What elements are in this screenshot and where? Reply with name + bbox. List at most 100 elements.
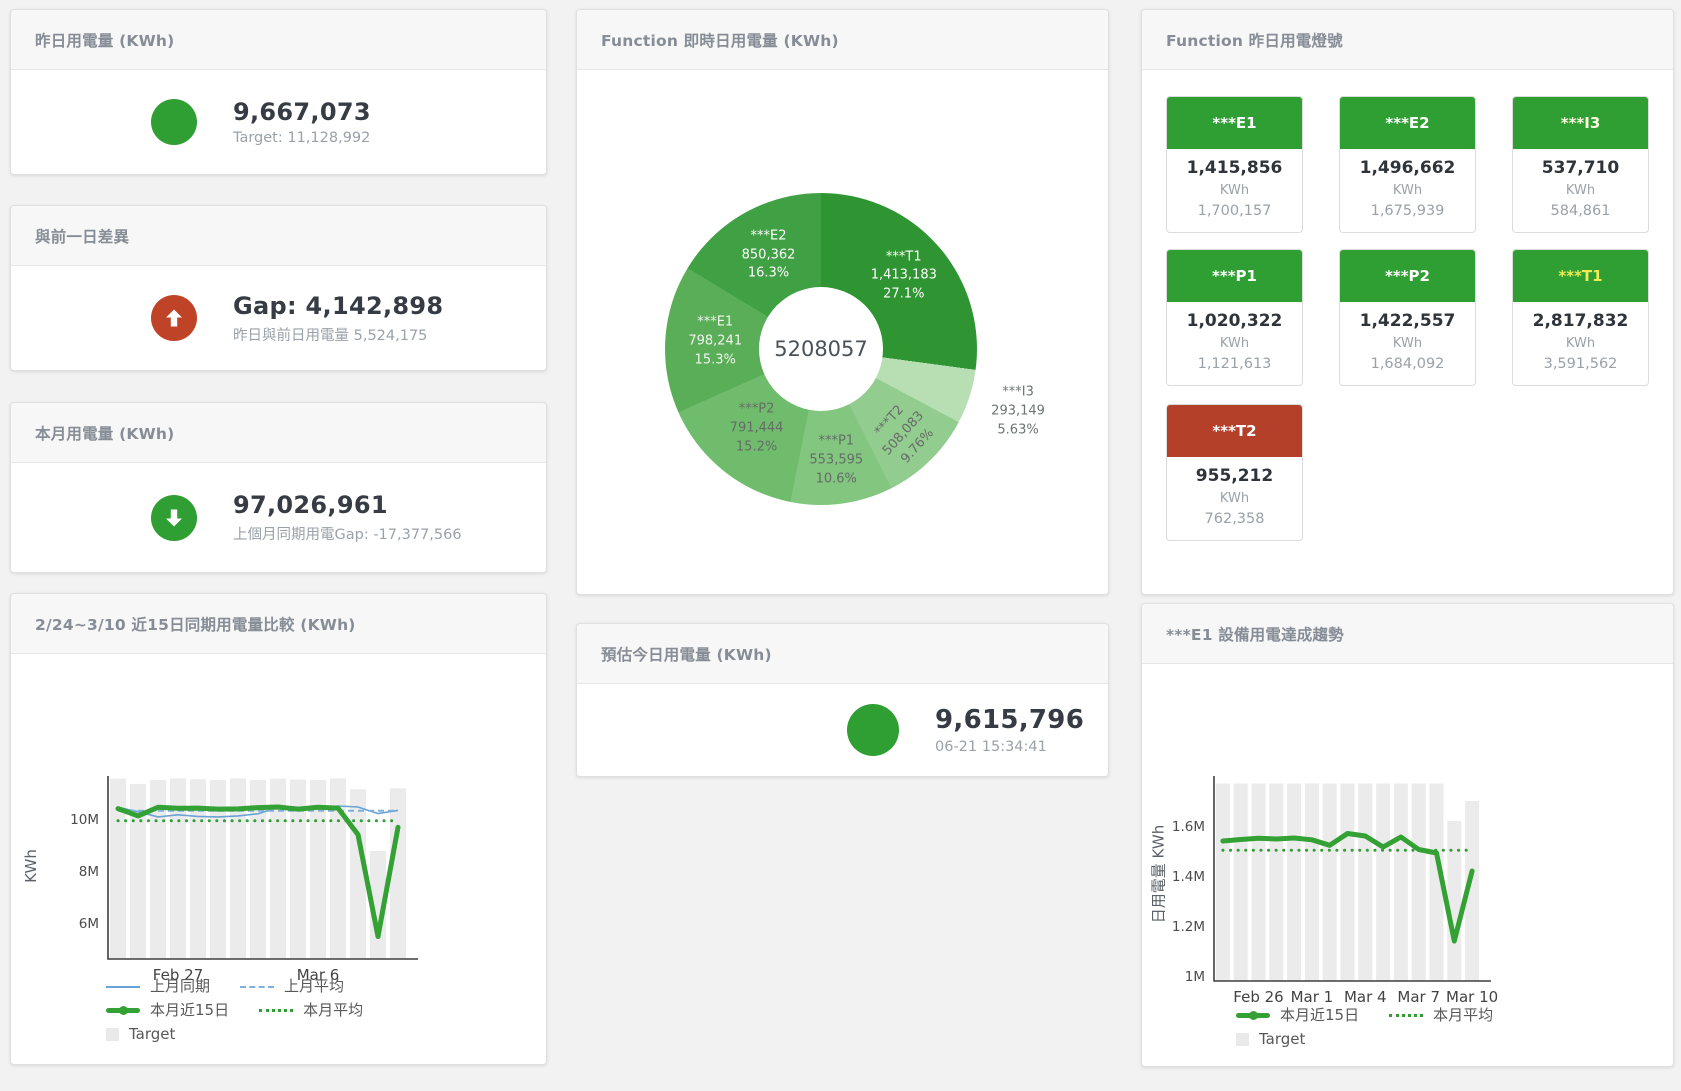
- thick-green-icon: [1236, 1011, 1270, 1020]
- light-tile-header: ***T2: [1167, 405, 1302, 457]
- card-title: 昨日用電量 (KWh): [35, 31, 175, 50]
- legend-row: 本月近15日 本月平均: [106, 1003, 393, 1018]
- donut-slice-label: ***E1 798,241 15.3%: [688, 314, 743, 368]
- light-tile-header: ***E1: [1167, 97, 1302, 149]
- card-title: 2/24~3/10 近15日同期用電量比較 (KWh): [35, 615, 356, 634]
- kpi-text: 9,615,796 06-21 15:34:41: [935, 705, 1084, 755]
- svg-text:6M: 6M: [79, 916, 99, 932]
- light-tile-value: 1,020,322: [1186, 311, 1283, 331]
- chart-compare-legend: 上月同期 上月平均本月近15日 本月平均 Target: [106, 979, 393, 1051]
- svg-text:Mar 7: Mar 7: [1397, 988, 1440, 1006]
- card-title: Function 即時日用電量 (KWh): [601, 31, 839, 50]
- chart-compare-holder-svg: 6M 8M 10M Feb 27 Mar 6: [70, 776, 418, 984]
- svg-text:Feb 26: Feb 26: [1233, 988, 1283, 1006]
- card-header: ***E1 設備用電達成趨勢: [1142, 604, 1673, 664]
- kpi-body: Gap: 4,142,898 昨日與前日用電量 5,524,175: [11, 266, 546, 370]
- legend-item-thick-green[interactable]: 本月近15日: [1236, 1008, 1359, 1023]
- legend-item-dot-green[interactable]: 本月平均: [259, 1003, 363, 1018]
- card-estimated-today: 預估今日用電量 (KWh) 9,615,796 06-21 15:34:41: [576, 623, 1109, 777]
- chart-card-body: KWh 6M 8M 10M Feb 27 Mar 6 上月同期 上月平均 本月近15日 本月平…: [11, 654, 546, 1064]
- legend-label: Target: [129, 1025, 176, 1043]
- chart-compare-holder: 6M 8M 10M Feb 27 Mar 6: [51, 754, 471, 994]
- legend-item-square-gray[interactable]: Target: [1236, 1032, 1305, 1047]
- legend-row: 本月近15日 本月平均: [1236, 1008, 1523, 1023]
- light-tile: ***E1 1,415,856 KWh 1,700,157: [1166, 96, 1303, 233]
- light-tile-unit: KWh: [1219, 183, 1250, 198]
- light-tile-unit: KWh: [1219, 336, 1250, 351]
- svg-text:1.6M: 1.6M: [1172, 819, 1205, 835]
- light-tile-target: 762,358: [1204, 511, 1265, 527]
- thick-green-icon: [106, 1006, 140, 1015]
- light-tile-target: 3,591,562: [1543, 356, 1618, 372]
- light-tile-header: ***P1: [1167, 250, 1302, 302]
- light-tile-header: ***I3: [1513, 97, 1648, 149]
- legend-row: Target: [106, 1027, 393, 1042]
- legend-label: 本月近15日: [1280, 1006, 1360, 1024]
- legend-label: 上月平均: [284, 977, 345, 995]
- light-tile: ***E2 1,496,662 KWh 1,675,939: [1339, 96, 1476, 233]
- svg-text:Mar 1: Mar 1: [1291, 988, 1334, 1006]
- light-tile: ***P1 1,020,322 KWh 1,121,613: [1166, 249, 1303, 386]
- kpi-body: 9,667,073 Target: 11,128,992: [11, 70, 546, 174]
- y-axis-title: 日用電量 KWh: [1149, 824, 1168, 924]
- legend-label: Target: [1259, 1030, 1306, 1048]
- light-tile-value: 955,212: [1195, 466, 1274, 486]
- kpi-value: Gap: 4,142,898: [233, 291, 444, 320]
- card-title: ***E1 設備用電達成趨勢: [1166, 625, 1344, 644]
- card-header: 昨日用電量 (KWh): [11, 10, 546, 70]
- chart-trend-holder: 1M 1.2M 1.4M 1.6M Feb 26 Mar 1 Mar 4 Mar 7 Mar 1…: [1172, 754, 1562, 1012]
- kpi-sub: 昨日與前日用電量 5,524,175: [233, 327, 428, 344]
- down-arrow-icon: [151, 494, 197, 541]
- svg-text:1M: 1M: [1185, 969, 1205, 985]
- card-header: Function 即時日用電量 (KWh): [577, 10, 1108, 70]
- legend-item-line-blue[interactable]: 上月同期: [106, 979, 210, 994]
- legend-item-dot-green[interactable]: 本月平均: [1389, 1008, 1493, 1023]
- card-header: 預估今日用電量 (KWh): [577, 624, 1108, 684]
- legend-row: Target: [1236, 1032, 1523, 1047]
- kpi-body: 97,026,961 上個月同期用電Gap: -17,377,566: [11, 463, 546, 572]
- donut-slice-label: ***E2 850,362 16.3%: [741, 228, 796, 282]
- square-gray-icon: [1236, 1033, 1249, 1046]
- light-tile-target: 1,675,939: [1370, 203, 1445, 219]
- svg-text:1.4M: 1.4M: [1172, 869, 1205, 885]
- legend-item-square-gray[interactable]: Target: [106, 1027, 175, 1042]
- dot-green-icon: [259, 1009, 294, 1012]
- donut-slice-label: ***P1 553,595 10.6%: [809, 433, 864, 487]
- dot-green-icon: [1389, 1014, 1424, 1017]
- donut-slice-label: ***T1 1,413,183 27.1%: [870, 249, 937, 302]
- donut-chart-body: 5208057 ***T1 1,413,183 27.1% ***I3 293,149 5…: [577, 70, 1108, 594]
- card-e1-trend-chart: ***E1 設備用電達成趨勢 日用電量 KWh 1M 1.2M 1.4M 1.6M Fe…: [1141, 603, 1674, 1067]
- legend-label: 本月平均: [303, 1001, 364, 1019]
- light-tile-unit: KWh: [1219, 491, 1250, 506]
- light-tile-value: 1,415,856: [1186, 158, 1283, 178]
- chart-trend-holder-svg: 1M 1.2M 1.4M 1.6M Feb 26 Mar 1 Mar 4 Mar 7 Mar 1…: [1172, 776, 1498, 1006]
- legend-item-thick-green[interactable]: 本月近15日: [106, 1003, 229, 1018]
- card-title: Function 昨日用電燈號: [1166, 31, 1343, 50]
- light-tile-value: 1,422,557: [1359, 311, 1456, 331]
- card-month-usage: 本月用電量 (KWh) 97,026,961 上個月同期用電Gap: -17,3…: [10, 402, 547, 573]
- legend-item-dash-blue[interactable]: 上月平均: [240, 979, 344, 994]
- donut-slice-label: ***I3 293,149 5.63%: [991, 385, 1045, 438]
- kpi-text: 97,026,961 上個月同期用電Gap: -17,377,566: [233, 491, 462, 544]
- svg-text:Mar 10: Mar 10: [1446, 988, 1498, 1006]
- card-title: 預估今日用電量 (KWh): [601, 645, 772, 664]
- light-tile-target: 584,861: [1550, 203, 1611, 219]
- kpi-text: 9,667,073 Target: 11,128,992: [233, 98, 371, 146]
- y-axis-title: KWh: [22, 849, 40, 883]
- kpi-value: 9,615,796: [935, 705, 1085, 735]
- card-title: 本月用電量 (KWh): [35, 424, 175, 443]
- light-tile: ***P2 1,422,557 KWh 1,684,092: [1339, 249, 1476, 386]
- kpi-sub: 上個月同期用電Gap: -17,377,566: [233, 527, 462, 543]
- chart-trend-legend: 本月近15日 本月平均 Target: [1236, 1008, 1523, 1056]
- light-tile-value: 2,817,832: [1532, 311, 1629, 331]
- legend-row: 上月同期 上月平均: [106, 979, 393, 994]
- dash-blue-icon: [240, 985, 275, 988]
- svg-text:8M: 8M: [79, 864, 99, 880]
- card-header: Function 昨日用電燈號: [1142, 10, 1673, 70]
- card-day-gap: 與前一日差異 Gap: 4,142,898 昨日與前日用電量 5,524,175: [10, 205, 547, 371]
- chart-card-body: 日用電量 KWh 1M 1.2M 1.4M 1.6M Feb 26 Mar 1 Mar 4 M…: [1142, 664, 1673, 1066]
- light-tile-unit: KWh: [1565, 183, 1596, 198]
- kpi-text: Gap: 4,142,898 昨日與前日用電量 5,524,175: [233, 292, 443, 345]
- svg-text:10M: 10M: [70, 812, 99, 828]
- light-tile-unit: KWh: [1565, 336, 1596, 351]
